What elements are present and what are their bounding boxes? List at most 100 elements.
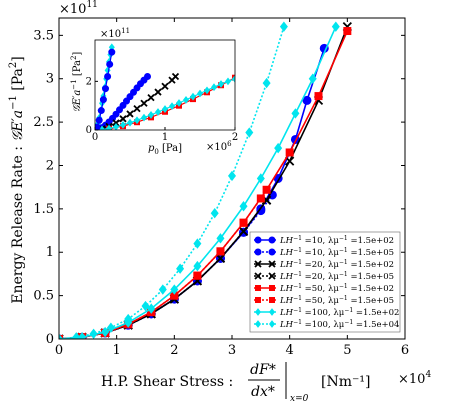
main-data-point bbox=[308, 73, 317, 84]
main-data-point bbox=[274, 142, 283, 154]
legend-item: LH−1 =10, λμ−1 =1.5e+02 bbox=[254, 235, 394, 246]
y-tick-label: 1 bbox=[46, 245, 54, 260]
inset-data-point bbox=[120, 120, 126, 129]
legend-marker bbox=[255, 308, 261, 316]
main-data-point bbox=[343, 27, 352, 36]
x-axis-label: H.P. Shear Stress : dF* dx* x=0 [Nm⁻¹] bbox=[101, 362, 370, 404]
x-tick-label: 3 bbox=[228, 343, 236, 358]
inset-data-point bbox=[190, 92, 196, 101]
main-data-point bbox=[285, 148, 294, 157]
y-tick-label: 3 bbox=[46, 72, 54, 87]
inset-series-4 bbox=[95, 75, 235, 130]
legend-label: LH−1 =20, λμ−1 =1.5e+05 bbox=[279, 271, 394, 282]
inset-data-point bbox=[134, 116, 140, 125]
y-tick-label: 1.5 bbox=[33, 202, 54, 217]
main-data-point bbox=[158, 284, 167, 295]
x-tick-label: 4 bbox=[286, 343, 294, 358]
inset-data-point bbox=[171, 72, 180, 81]
inset-data-point bbox=[169, 102, 175, 111]
main-data-point bbox=[291, 108, 300, 119]
inset-data-point bbox=[99, 125, 105, 130]
inset-data-point bbox=[119, 115, 127, 123]
inset-data-point bbox=[99, 96, 107, 104]
inset-data-marks bbox=[95, 43, 235, 130]
main-data-point bbox=[239, 218, 248, 227]
inset-data-point bbox=[211, 83, 217, 92]
legend-label: LH−1 =100, λμ−1 =1.5e+04 bbox=[279, 319, 399, 330]
legend-marker bbox=[268, 236, 276, 244]
x-tick-label: 2 bbox=[170, 343, 178, 358]
legend-item: LH−1 =20, λμ−1 =1.5e+02 bbox=[254, 259, 394, 270]
main-data-point bbox=[238, 226, 249, 237]
main-series-line bbox=[59, 26, 337, 339]
inset-data-point bbox=[97, 107, 105, 115]
main-data-point bbox=[193, 260, 202, 272]
x-axis-label-prefix: H.P. Shear Stress : bbox=[101, 374, 233, 390]
inset-data-point bbox=[130, 88, 137, 96]
legend-box bbox=[249, 231, 401, 333]
inset-data-point bbox=[147, 94, 155, 102]
inset-data-point bbox=[113, 122, 119, 130]
main-data-point bbox=[210, 208, 219, 219]
legend-marker bbox=[255, 320, 261, 328]
inset-data-point bbox=[155, 108, 161, 116]
inset-y-tick-label: 2 bbox=[86, 76, 92, 87]
legend-item: LH−1 =10, λμ−1 =1.5e+05 bbox=[254, 247, 394, 258]
inset-x-label: p0 [Pa] bbox=[148, 143, 182, 156]
main-data-point bbox=[302, 95, 312, 105]
inset-y-label: 𝒢E′a−1 [Pa2] bbox=[70, 52, 83, 113]
main-data-point bbox=[193, 271, 202, 280]
main-data-point bbox=[193, 238, 202, 249]
inset-data-point bbox=[102, 85, 109, 93]
x-tick-label: 1 bbox=[113, 343, 121, 358]
inset-series-6 bbox=[95, 48, 116, 130]
x-tick-label: 6 bbox=[401, 343, 409, 358]
legend-marker bbox=[269, 320, 275, 328]
legend-marker bbox=[254, 248, 262, 256]
main-data-point bbox=[59, 333, 63, 339]
inset-data-point bbox=[127, 118, 133, 127]
legend-label: LH−1 =100, λμ−1 =1.5e+02 bbox=[279, 307, 399, 318]
main-data-point bbox=[216, 233, 225, 244]
legend-label: LH−1 =20, λμ−1 =1.5e+02 bbox=[279, 259, 394, 270]
y-axis-label: Energy Release Rate : 𝒢E′a−1 [Pa2] bbox=[8, 56, 26, 304]
main-ticks: 0 1 2 3 4 5 6 0 0.5 1 1.5 2 2.5 3 3.5 bbox=[33, 18, 409, 358]
inset-x-tick-label: 0 bbox=[92, 132, 98, 143]
inset-data-point bbox=[106, 124, 112, 130]
inset-data-point bbox=[218, 80, 224, 88]
inset-x-tick-label: 1 bbox=[162, 132, 168, 143]
inset-data-point bbox=[104, 72, 112, 80]
legend-marker bbox=[255, 285, 261, 291]
inset-y-multiplier: ×1011 bbox=[100, 27, 130, 40]
legend-marker bbox=[255, 297, 261, 303]
main-data-point bbox=[279, 21, 288, 32]
inset-data-point bbox=[133, 104, 141, 113]
inset-data-point bbox=[148, 111, 154, 119]
x-axis-frac-num: dF* bbox=[250, 362, 276, 378]
inset-data-point bbox=[100, 92, 107, 100]
main-data-point bbox=[256, 173, 265, 184]
main-data-point bbox=[170, 284, 179, 295]
legend-item: LH−1 =100, λμ−1 =1.5e+04 bbox=[254, 319, 399, 330]
inset-data-point bbox=[104, 66, 111, 75]
legend-marker bbox=[269, 285, 275, 291]
inset-data-point bbox=[116, 106, 123, 114]
inset-data-point bbox=[112, 110, 120, 118]
inset-data-point bbox=[126, 110, 134, 118]
x-tick-label: 5 bbox=[343, 343, 351, 358]
main-data-point bbox=[239, 201, 248, 212]
legend-label: LH−1 =10, λμ−1 =1.5e+05 bbox=[279, 247, 394, 258]
y-tick-label: 2 bbox=[46, 158, 54, 173]
legend-item: LH−1 =50, λμ−1 =1.5e+05 bbox=[254, 295, 394, 306]
inset-data-point bbox=[123, 97, 130, 105]
y-tick-label: 0 bbox=[46, 332, 54, 347]
main-data-point bbox=[170, 291, 179, 300]
inset-data-point bbox=[108, 48, 116, 56]
x-multiplier: ×104 bbox=[398, 370, 431, 387]
main-data-point bbox=[215, 253, 226, 263]
inset-data-point bbox=[176, 99, 182, 107]
main-data-point bbox=[256, 206, 266, 216]
main-data-point bbox=[331, 21, 340, 32]
main-data-point bbox=[216, 247, 225, 256]
